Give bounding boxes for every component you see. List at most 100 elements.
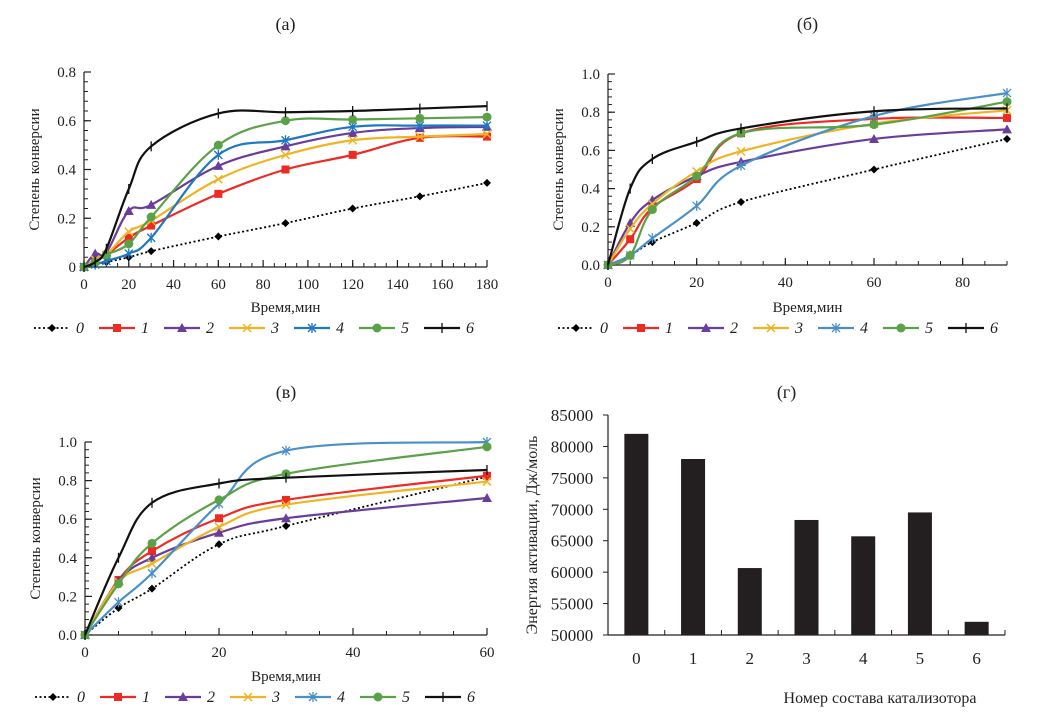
x-tick-label: 4 bbox=[859, 649, 868, 668]
x-tick-label: 80 bbox=[256, 277, 271, 293]
legend-label: 2 bbox=[206, 320, 214, 337]
data-point-5 bbox=[124, 239, 134, 249]
y-tick-label: 0.8 bbox=[58, 474, 77, 490]
legend-item-4: 4 bbox=[818, 320, 868, 337]
x-tick-label: 180 bbox=[476, 277, 499, 293]
data-point-3 bbox=[281, 500, 291, 510]
x-tick-label: 0 bbox=[604, 275, 612, 291]
legend-marker bbox=[113, 324, 121, 332]
y-axis-label: Степень конверсии bbox=[28, 477, 44, 599]
data-point-4 bbox=[1002, 88, 1012, 99]
legend-label: 3 bbox=[270, 320, 279, 337]
legend-item-1: 1 bbox=[100, 689, 150, 706]
data-point-4 bbox=[147, 568, 157, 579]
bar-2 bbox=[737, 568, 762, 635]
data-point-3 bbox=[415, 132, 425, 142]
bar-3 bbox=[794, 519, 819, 635]
x-tick-label: 60 bbox=[480, 645, 495, 661]
legend: 0 1 2 3 4 5 6 bbox=[34, 320, 474, 337]
legend-label: 5 bbox=[925, 320, 933, 337]
data-point-2 bbox=[90, 248, 101, 258]
y-tick-label: 0.4 bbox=[581, 182, 600, 198]
legend-label: 2 bbox=[207, 689, 215, 706]
legend-item-6: 6 bbox=[424, 320, 474, 337]
series-1 bbox=[80, 132, 491, 271]
bar-4 bbox=[851, 536, 876, 635]
data-point-4 bbox=[736, 160, 746, 171]
y-tick-label: 0.6 bbox=[57, 114, 76, 130]
legend-label: 4 bbox=[337, 689, 345, 706]
data-point-5 bbox=[482, 112, 492, 122]
legend-label: 6 bbox=[990, 320, 998, 337]
x-tick-label: 40 bbox=[166, 277, 181, 293]
data-point-1 bbox=[281, 165, 290, 174]
x-tick-label: 100 bbox=[297, 277, 320, 293]
legend-label: 1 bbox=[141, 320, 149, 337]
y-tick-label: 55000 bbox=[551, 595, 594, 614]
legend-label: 5 bbox=[401, 320, 409, 337]
data-point-4 bbox=[114, 597, 123, 608]
x-axis-label: Номер состава катализотора bbox=[784, 690, 977, 707]
legend-marker bbox=[307, 323, 317, 333]
series-0 bbox=[604, 134, 1011, 269]
y-tick-label: 50000 bbox=[551, 626, 594, 645]
data-point-2 bbox=[213, 160, 224, 170]
data-point-0 bbox=[214, 232, 223, 241]
legend-label: 5 bbox=[402, 689, 410, 706]
legend: 0 1 2 3 4 5 6 bbox=[35, 689, 475, 706]
data-point-0 bbox=[282, 521, 290, 530]
series-6 bbox=[606, 103, 1008, 270]
y-axis-label: Степень конверсии bbox=[551, 108, 567, 230]
series-line-4 bbox=[83, 124, 488, 269]
data-point-0 bbox=[348, 204, 357, 213]
data-point-2 bbox=[281, 513, 291, 523]
data-point-3 bbox=[736, 146, 746, 156]
data-point-3 bbox=[147, 559, 157, 569]
series-4 bbox=[80, 437, 492, 640]
legend-item-6: 6 bbox=[948, 320, 998, 337]
data-point-2 bbox=[347, 127, 358, 137]
y-tick-label: 0.8 bbox=[581, 105, 600, 121]
x-tick-label: 60 bbox=[867, 275, 882, 291]
data-point-2 bbox=[869, 133, 879, 143]
legend-marker bbox=[766, 323, 776, 333]
legend-label: 4 bbox=[860, 320, 868, 337]
data-point-0 bbox=[281, 219, 290, 228]
data-point-1 bbox=[215, 514, 223, 523]
y-tick-label: 80000 bbox=[551, 437, 594, 456]
data-point-2 bbox=[146, 199, 157, 209]
series-1 bbox=[81, 471, 491, 639]
data-point-1 bbox=[147, 221, 156, 230]
legend-label: 0 bbox=[600, 320, 608, 337]
legend-item-2: 2 bbox=[165, 689, 215, 706]
line-chart-a: (а)00.20.40.60.80 20 40 60 80 100 120 140 160 180… bbox=[27, 14, 498, 337]
series-6 bbox=[83, 101, 488, 272]
data-point-2 bbox=[482, 492, 492, 502]
legend-label: 6 bbox=[467, 689, 475, 706]
legend-label: 1 bbox=[665, 320, 673, 337]
data-point-0 bbox=[148, 584, 156, 593]
bar-1 bbox=[681, 459, 706, 635]
data-point-2 bbox=[214, 527, 224, 537]
data-point-2 bbox=[1002, 124, 1012, 134]
line-chart-b: (б)0.00.20.40.60.81.00 20 40 60 80Время,минС… bbox=[551, 14, 1012, 337]
data-point-0 bbox=[737, 197, 745, 206]
data-point-0 bbox=[215, 540, 223, 549]
y-tick-label: 0.0 bbox=[58, 628, 77, 644]
legend-item-0: 0 bbox=[34, 320, 84, 337]
data-point-3 bbox=[214, 522, 224, 532]
y-tick-label: 0.6 bbox=[58, 512, 77, 528]
x-tick-label: 2 bbox=[746, 649, 755, 668]
legend-item-5: 5 bbox=[359, 320, 409, 337]
chart-title: (а) bbox=[276, 14, 296, 35]
y-tick-label: 70000 bbox=[551, 500, 594, 519]
x-tick-label: 40 bbox=[778, 275, 793, 291]
legend-marker bbox=[373, 692, 383, 702]
data-point-5 bbox=[147, 538, 157, 548]
data-point-3 bbox=[482, 129, 492, 139]
data-point-0 bbox=[483, 178, 491, 187]
y-tick-label: 0.2 bbox=[581, 220, 600, 236]
series-line-0 bbox=[607, 138, 1008, 266]
data-point-2 bbox=[280, 141, 291, 151]
